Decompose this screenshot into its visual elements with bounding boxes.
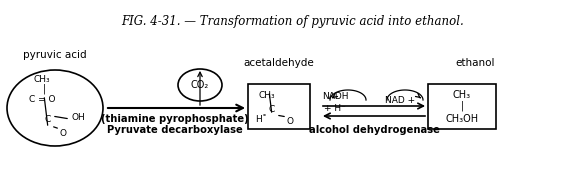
Text: H: H [255,116,261,124]
Text: C: C [269,105,275,115]
Text: C: C [45,116,51,124]
Text: CH₃: CH₃ [258,90,275,100]
Text: CO₂: CO₂ [191,80,209,90]
Text: |: | [461,101,464,111]
Text: C = O: C = O [29,96,55,105]
Text: OH: OH [72,112,86,121]
Text: CH₃OH: CH₃OH [445,114,479,124]
Text: |: | [42,84,46,94]
Text: alcohol dehydrogenase: alcohol dehydrogenase [309,125,440,135]
Text: Pyruvate decarboxylase: Pyruvate decarboxylase [107,125,243,135]
Text: NADH
+ H⁻: NADH + H⁻ [322,92,348,113]
Text: CH₃: CH₃ [33,74,50,83]
Text: O: O [287,117,294,127]
Text: NAD +: NAD + [385,96,415,105]
Text: FIG. 4-31. — Transformation of pyruvic acid into ethanol.: FIG. 4-31. — Transformation of pyruvic a… [122,16,464,28]
Text: (thiamine pyrophosphate): (thiamine pyrophosphate) [101,114,249,124]
Text: O: O [60,128,66,138]
Text: acetaldehyde: acetaldehyde [244,58,314,68]
Text: CH₃: CH₃ [453,90,471,100]
Text: pyruvic acid: pyruvic acid [23,50,87,60]
Text: ethanol: ethanol [455,58,495,68]
